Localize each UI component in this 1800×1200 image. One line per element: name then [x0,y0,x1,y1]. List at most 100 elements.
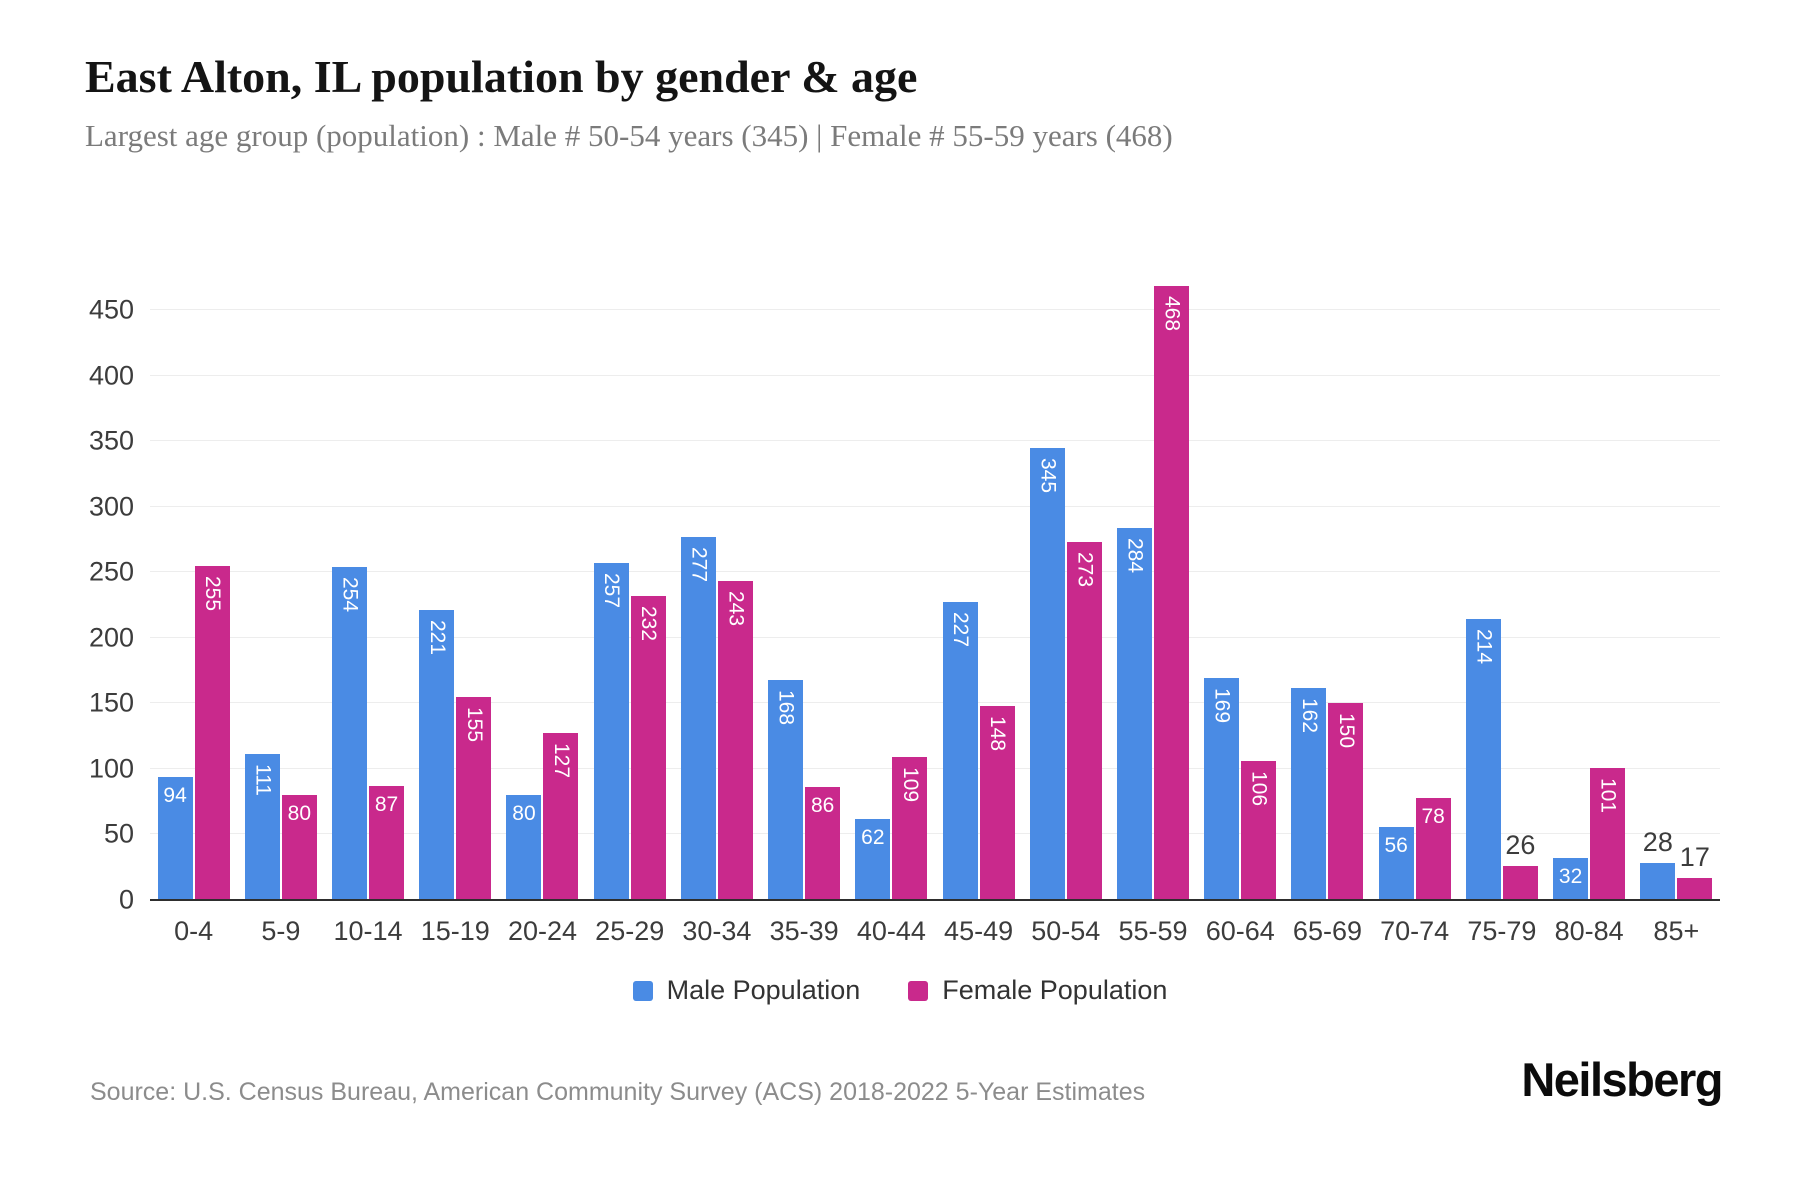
legend-item-female[interactable]: Female Population [908,975,1167,1006]
female-bar: 468 [1154,286,1190,900]
bar-value-label: 243 [724,591,748,627]
bar-group: 257 232 25-29 [586,240,673,946]
bar-group: 62 109 40-44 [848,240,935,946]
male-bar: 257 [593,563,629,900]
bar-group: 94 255 0-4 [150,240,237,946]
chart-legend: Male Population Female Population [0,975,1800,1006]
bar-value-label: 284 [1123,538,1147,574]
female-bar: 78 [1415,798,1451,900]
bar-value-label: 254 [338,577,362,613]
bar-value-label: 109 [898,767,922,803]
bar-group: 162 150 65-69 [1284,240,1371,946]
bar-value-label: 257 [600,573,624,609]
gridline [150,833,1720,835]
y-tick-label: 300 [88,491,134,522]
female-bar: 155 [456,697,492,900]
bar-group: 168 86 35-39 [761,240,848,946]
female-bar: 255 [194,566,230,900]
male-bar: 254 [332,567,368,900]
male-bar: 32 [1553,858,1589,900]
bar-group: 80 127 20-24 [499,240,586,946]
x-tick-label: 45-49 [944,916,1014,946]
gridline [150,440,1720,442]
y-tick-label: 350 [88,425,134,456]
female-bar: 109 [892,757,928,900]
gridline [150,767,1720,769]
gridline [150,309,1720,310]
bar-value-label: 227 [949,612,973,648]
male-bar: 227 [942,602,978,900]
male-bar: 169 [1204,678,1240,900]
male-bar: 80 [506,795,542,900]
female-bar: 232 [630,596,666,900]
y-tick-label: 50 [103,818,134,849]
y-tick-label: 150 [88,687,134,718]
gridline [150,702,1720,704]
bar-value-label: 221 [425,620,449,656]
bar-value-label: 168 [774,690,798,726]
bar-group: 284 468 55-59 [1109,240,1196,946]
legend-item-male[interactable]: Male Population [632,975,861,1006]
gridline [150,374,1720,376]
bar-group: 214 26 75-79 [1458,240,1545,946]
legend-swatch-male [632,980,653,1001]
bar-value-label: 345 [1036,458,1060,494]
x-tick-label: 0-4 [174,916,214,946]
male-bar: 221 [419,610,455,900]
male-bar: 62 [855,819,891,900]
x-tick-label: 60-64 [1205,916,1275,946]
bar-group: 111 80 5-9 [237,240,324,946]
bar-value-label: 214 [1472,629,1496,665]
male-bar: 277 [680,537,716,900]
bar-value-label: 101 [1596,778,1620,814]
bar-value-label: 56 [1384,834,1408,857]
female-bar: 86 [805,787,841,900]
bar-group: 254 87 10-14 [324,240,411,946]
plot-area: 0 50 100 150 200 250 300 350 400 450 94 255 0-4 111 8… [89,240,1720,946]
bar-value-label: 277 [687,547,711,583]
y-tick-label: 200 [88,622,134,653]
female-bar: 17 [1677,842,1713,900]
x-tick-label: 10-14 [333,916,403,946]
x-tick-label: 20-24 [507,916,578,946]
male-bar: 111 [244,754,280,900]
male-bar: 214 [1465,619,1501,900]
bar-value-label: 80 [512,802,536,825]
gridline [150,571,1720,573]
female-bar: 101 [1590,768,1626,900]
bar-value-label: 17 [1679,842,1710,872]
x-tick-label: 15-19 [420,916,490,946]
bar-group: 56 78 70-74 [1371,240,1458,946]
bar-value-label: 273 [1073,552,1097,588]
female-bar: 273 [1066,542,1102,900]
female-bar: 243 [717,581,753,900]
bar-value-label: 232 [637,606,661,642]
bar-value-label: 127 [549,743,573,779]
bar-group: 345 273 50-54 [1022,240,1109,946]
bar-value-label: 32 [1558,865,1583,888]
x-tick-label: 85+ [1653,916,1700,946]
legend-label: Male Population [666,975,861,1005]
bar-group: 227 148 45-49 [935,240,1022,946]
x-tick-label: 30-34 [682,916,752,946]
bar-value-label: 255 [201,576,225,612]
y-tick-label: 400 [88,360,134,391]
bar-value-label: 26 [1505,830,1536,860]
bar-group: 169 106 60-64 [1197,240,1284,946]
bar-group: 28 17 85+ [1633,240,1720,946]
bar-value-label: 62 [861,826,885,849]
x-tick-label: 80-84 [1554,916,1624,946]
x-tick-label: 35-39 [769,916,839,946]
male-bar: 162 [1291,688,1327,900]
bar-value-label: 94 [163,784,187,807]
page-subtitle: Largest age group (population) : Male # … [85,118,1173,153]
bar-value-label: 150 [1334,713,1358,749]
bar-value-label: 106 [1247,771,1271,807]
brand-logo[interactable]: Neilsberg [1521,1053,1723,1106]
bar-value-label: 78 [1421,805,1445,828]
bar-group: 221 155 15-19 [412,240,499,946]
bar-value-label: 162 [1297,698,1321,734]
y-tick-label: 100 [88,753,134,784]
bar-group: 277 243 30-34 [673,240,760,946]
